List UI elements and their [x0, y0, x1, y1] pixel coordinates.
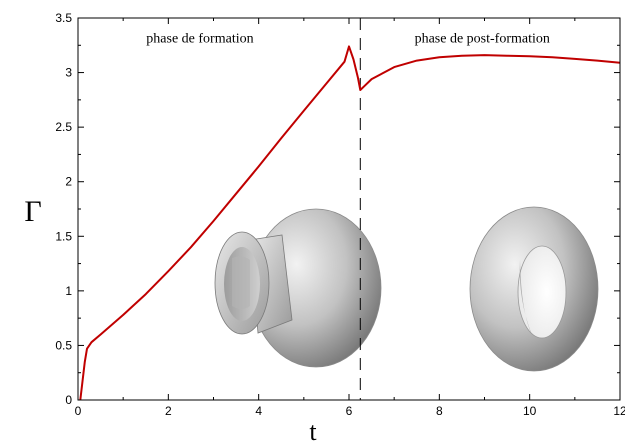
vortex-formation-image [214, 208, 382, 368]
x-tick-label: 0 [75, 404, 82, 418]
x-tick-label: 2 [165, 404, 172, 418]
phase-annotation-1: phase de post-formation [415, 32, 550, 47]
y-tick-label: 3.5 [55, 11, 72, 25]
y-tick-label: 1.5 [55, 229, 72, 243]
phase-annotation-0: phase de formation [146, 32, 253, 47]
vortex-ring-image [469, 206, 599, 372]
y-tick-label: 1 [65, 284, 72, 298]
y-tick-label: 3 [65, 66, 72, 80]
y-tick-label: 2.5 [55, 120, 72, 134]
x-tick-label: 6 [346, 404, 353, 418]
y-tick-label: 0 [65, 393, 72, 407]
x-tick-label: 4 [255, 404, 262, 418]
y-tick-label: 0.5 [55, 338, 72, 352]
series-line-0 [79, 45, 621, 401]
x-tick-label: 12 [613, 404, 625, 418]
y-tick-label: 2 [65, 175, 72, 189]
x-axis-title: t [309, 417, 317, 444]
x-tick-label: 10 [523, 404, 537, 418]
x-tick-label: 8 [436, 404, 443, 418]
y-axis-title: Γ [24, 195, 41, 228]
